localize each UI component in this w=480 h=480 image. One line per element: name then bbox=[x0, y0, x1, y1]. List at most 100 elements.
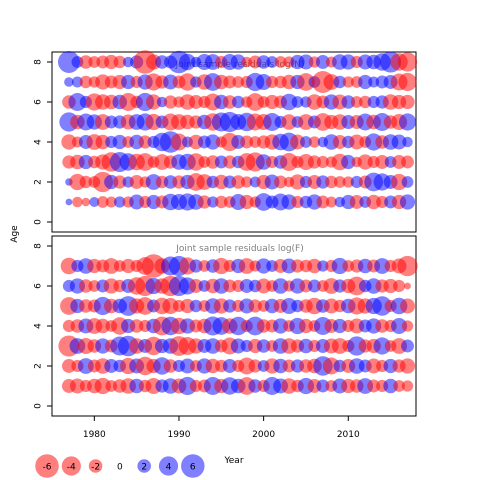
legend-label: -4 bbox=[67, 463, 76, 473]
residual-bubble bbox=[256, 278, 272, 294]
size-legend: -6 -4 -2 0 2 4 6 bbox=[35, 454, 205, 478]
residual-bubble bbox=[61, 359, 76, 373]
legend-bubble bbox=[158, 456, 179, 476]
y-axis-bottom: 0 2 4 6 8 bbox=[34, 243, 52, 409]
residual-bubble bbox=[79, 279, 93, 293]
residual-bubble bbox=[239, 194, 254, 210]
residual-bubble bbox=[307, 279, 321, 293]
residual-bubble bbox=[325, 196, 337, 208]
residual-bubble bbox=[331, 257, 348, 275]
x-tick-label: 1990 bbox=[168, 430, 191, 440]
residual-bubble bbox=[163, 95, 178, 109]
y-tick-label: 2 bbox=[34, 179, 44, 185]
residual-bubble bbox=[145, 94, 162, 110]
y-tick-label: 8 bbox=[34, 243, 44, 249]
panel-residuals-logF: Joint sample residuals log(F) 0 2 4 6 8 1980… bbox=[34, 235, 418, 440]
legend-label: 4 bbox=[166, 463, 172, 473]
y-tick-label: 0 bbox=[34, 403, 44, 409]
residual-bubble bbox=[316, 379, 330, 393]
residual-bubble bbox=[373, 337, 391, 355]
residual-bubble bbox=[170, 133, 188, 151]
residual-bubble bbox=[397, 255, 418, 277]
residual-bubble bbox=[401, 176, 414, 188]
legend-label: -2 bbox=[91, 463, 100, 473]
residual-bubble bbox=[163, 359, 178, 373]
residual-bubble bbox=[246, 93, 265, 111]
residual-bubble bbox=[222, 359, 237, 373]
residual-bubble bbox=[333, 75, 347, 89]
residual-bubble bbox=[307, 258, 322, 274]
residual-bubble bbox=[307, 155, 322, 169]
residual-bubble bbox=[189, 299, 203, 313]
residual-bubble bbox=[393, 380, 405, 392]
residual-bubble bbox=[71, 76, 83, 88]
residual-bubble bbox=[256, 339, 271, 353]
residual-bubble bbox=[105, 196, 117, 208]
residual-bubble bbox=[205, 134, 221, 150]
residual-bubble bbox=[65, 198, 73, 206]
residual-bubble bbox=[400, 94, 415, 110]
residual-bubble bbox=[112, 134, 127, 150]
residual-bubble bbox=[401, 320, 414, 332]
residual-bubble bbox=[298, 318, 314, 334]
residual-bubble bbox=[316, 155, 329, 169]
residual-bubble bbox=[94, 377, 111, 395]
residual-bubble bbox=[188, 279, 203, 293]
residual-bubble bbox=[342, 176, 354, 188]
bubbles-top bbox=[57, 50, 418, 211]
residual-bubble bbox=[215, 195, 228, 209]
y-tick-label: 6 bbox=[34, 99, 44, 105]
residual-bubble bbox=[401, 155, 414, 169]
residual-bubble bbox=[248, 379, 262, 393]
residual-bubble bbox=[341, 95, 356, 109]
residual-bubble bbox=[138, 135, 152, 149]
residual-bubble bbox=[248, 359, 262, 373]
residual-bubble bbox=[79, 175, 93, 189]
residual-bubble bbox=[223, 299, 237, 313]
residual-bubble bbox=[383, 378, 398, 394]
residual-bubble bbox=[315, 55, 330, 69]
residual-bubble bbox=[256, 258, 272, 274]
panel-title-bottom: Joint sample residuals log(F) bbox=[175, 244, 303, 254]
residual-bubble bbox=[391, 317, 408, 335]
residual-bubble bbox=[241, 176, 253, 188]
residual-bubble bbox=[281, 114, 297, 130]
residual-bubble bbox=[280, 93, 298, 111]
residual-bubble bbox=[189, 259, 203, 273]
residual-bubble bbox=[398, 113, 417, 131]
residual-bubble bbox=[223, 75, 237, 89]
residual-bubble bbox=[89, 196, 100, 208]
residual-bubble bbox=[375, 319, 389, 333]
residual-bubble bbox=[272, 278, 289, 294]
residual-bubble bbox=[342, 76, 354, 88]
residual-bubble bbox=[240, 135, 254, 149]
residual-bubble bbox=[95, 318, 111, 334]
residual-bubble bbox=[113, 55, 126, 69]
residual-bubble bbox=[114, 196, 126, 208]
residual-bubble bbox=[64, 77, 74, 87]
y-tick-label: 6 bbox=[34, 283, 44, 289]
residual-bubble bbox=[300, 136, 312, 148]
residual-bubble bbox=[400, 298, 415, 314]
residual-bubble bbox=[231, 95, 245, 109]
residual-bubble bbox=[341, 154, 356, 170]
residual-bubble bbox=[393, 279, 406, 293]
residual-bubble bbox=[272, 318, 289, 334]
x-tick-label: 2010 bbox=[337, 430, 360, 440]
residual-bubble bbox=[349, 195, 364, 209]
residual-bubble bbox=[367, 379, 381, 393]
y-tick-label: 0 bbox=[34, 219, 44, 225]
residual-bubble bbox=[136, 153, 154, 171]
residual-bubble bbox=[291, 96, 304, 108]
residual-bubble bbox=[79, 75, 93, 89]
legend-bubble bbox=[61, 456, 81, 476]
residual-bubble bbox=[349, 134, 365, 150]
x-axis-label: Year bbox=[223, 456, 243, 466]
residual-bubble bbox=[401, 339, 414, 353]
y-tick-label: 8 bbox=[34, 59, 44, 65]
residual-bubble bbox=[308, 136, 321, 148]
residual-bubble bbox=[266, 56, 278, 68]
bubbles-bottom bbox=[58, 254, 418, 396]
residual-bubble bbox=[358, 95, 372, 109]
